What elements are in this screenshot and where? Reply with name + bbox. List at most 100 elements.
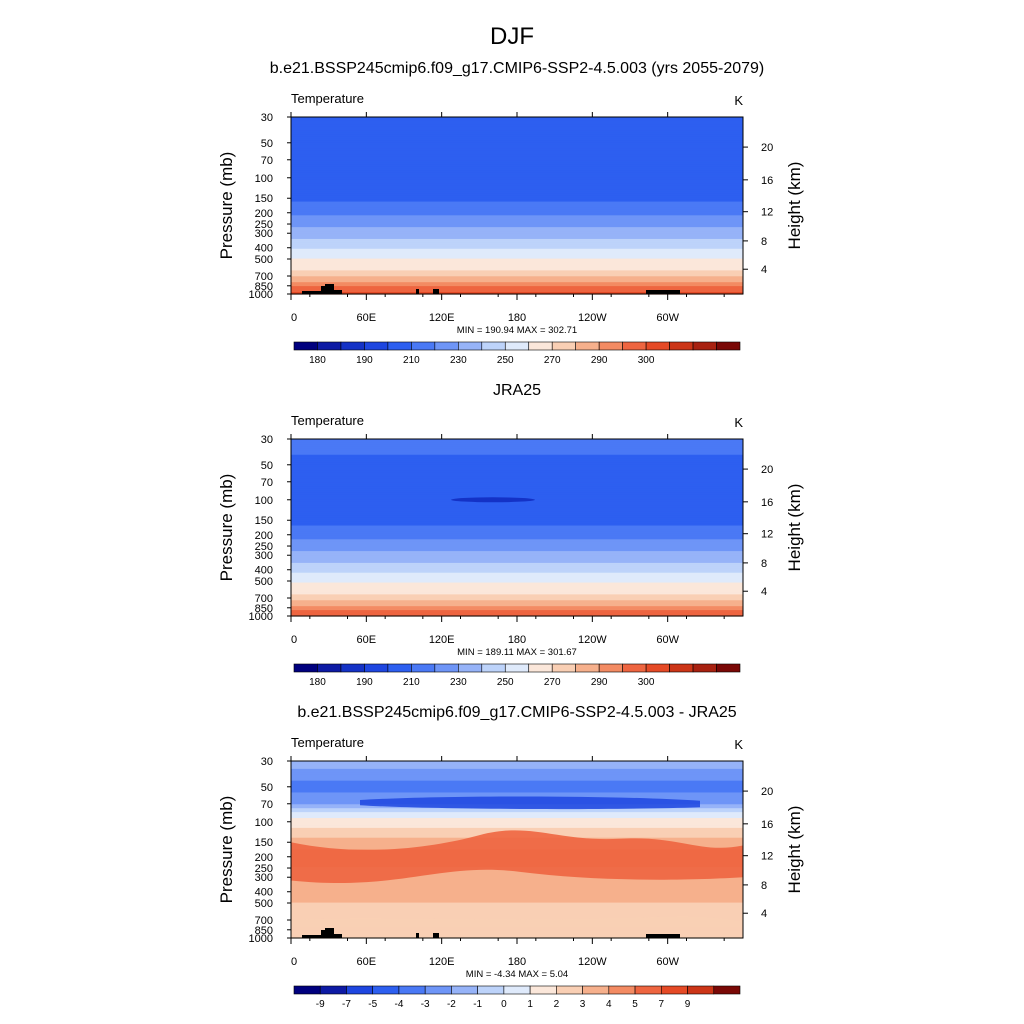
contour-band <box>291 156 743 159</box>
contour-band <box>291 217 743 220</box>
height-tick-label: 8 <box>761 558 767 570</box>
pressure-tick-label: 50 <box>261 782 273 794</box>
colorbar-label: 1 <box>527 999 533 1010</box>
contour-band <box>291 505 743 509</box>
contour-band <box>291 176 743 179</box>
pressure-tick-label: 300 <box>255 872 273 884</box>
contour-band <box>291 152 743 155</box>
contour-band <box>291 592 743 595</box>
contour-band <box>291 808 743 811</box>
colorbar-box <box>458 341 483 351</box>
contour-band <box>291 594 743 597</box>
x-tick-label: 60W <box>656 956 679 968</box>
contour-band <box>291 276 743 279</box>
y-axis-label: Pressure (mb) <box>217 152 236 260</box>
colorbar-label: 2 <box>554 999 560 1010</box>
contour-band <box>291 517 743 521</box>
contour-band <box>291 452 743 456</box>
panel-title: JRA25 <box>493 382 541 399</box>
contour-band <box>291 290 743 293</box>
contour-band <box>291 764 743 768</box>
contour-band <box>291 916 743 919</box>
contour-band <box>291 470 743 474</box>
pressure-tick-label: 100 <box>255 173 273 185</box>
terrain-mask <box>416 289 419 294</box>
pressure-tick-label: 1000 <box>249 289 273 301</box>
colorbar-box <box>669 663 694 673</box>
contour-band <box>291 448 743 452</box>
contour-band <box>291 877 743 880</box>
contour-band <box>291 549 743 552</box>
colorbar-box <box>622 663 647 673</box>
contour-band <box>291 606 743 609</box>
height-tick-label: 16 <box>761 497 773 509</box>
contour-band <box>291 776 743 780</box>
contour-band <box>291 458 743 462</box>
contour-band <box>291 215 743 218</box>
contour-band <box>291 555 743 558</box>
contour-band <box>291 928 743 931</box>
contour-band <box>291 486 743 489</box>
pressure-tick-label: 500 <box>255 898 273 910</box>
colorbar-label: 210 <box>403 677 420 688</box>
contour-band <box>291 886 743 890</box>
contour-band <box>291 533 743 536</box>
y2-axis-label: Height (km) <box>785 162 804 250</box>
contour-band <box>291 118 743 122</box>
contour-band <box>291 250 743 254</box>
contour-band <box>291 553 743 556</box>
colorbar-box <box>556 985 583 995</box>
contour-band <box>291 474 743 477</box>
panel-diff: b.e21.BSSP245cmip6.f09_g17.CMIP6-SSP2-4.… <box>217 704 804 1010</box>
contour-band <box>291 568 743 572</box>
contour-band <box>291 794 743 797</box>
contour-band <box>291 440 743 444</box>
pressure-tick-label: 500 <box>255 576 273 588</box>
colorbar-box <box>692 341 717 351</box>
x-tick-label: 120E <box>429 634 455 646</box>
colorbar-label: 4 <box>606 999 612 1010</box>
field-label: Temperature <box>291 413 364 428</box>
contour-band <box>291 248 743 252</box>
contour-band <box>291 236 743 240</box>
colorbar-label: 190 <box>356 355 373 366</box>
contour-band <box>291 884 743 888</box>
contour-band <box>291 229 743 232</box>
height-tick-label: 12 <box>761 851 773 863</box>
contour-band <box>291 786 743 790</box>
contour-band <box>291 223 743 226</box>
pressure-tick-label: 850 <box>255 603 273 615</box>
contour-band <box>291 454 743 458</box>
contour-band <box>291 494 743 497</box>
terrain-mask <box>433 289 439 294</box>
colorbar-label: 180 <box>309 355 326 366</box>
colorbar-label: -5 <box>368 999 377 1010</box>
contour-band <box>291 612 743 615</box>
colorbar-label: -2 <box>447 999 456 1010</box>
contour-band <box>291 823 743 827</box>
contour-band <box>291 132 743 136</box>
colorbar-box <box>598 663 623 673</box>
contour-band <box>291 898 743 902</box>
contour-band <box>291 537 743 540</box>
contour-band <box>291 894 743 898</box>
pressure-tick-label: 250 <box>255 541 273 553</box>
colorbar-label: 250 <box>497 355 514 366</box>
contour-band <box>291 539 743 542</box>
min-max-label: MIN = 190.94 MAX = 302.71 <box>457 325 577 336</box>
contour-band <box>291 590 743 593</box>
colorbar-box <box>582 985 610 995</box>
pressure-tick-label: 70 <box>261 799 273 811</box>
contour-band <box>291 586 743 590</box>
contour-band <box>291 193 743 197</box>
contour-band <box>291 588 743 592</box>
terrain-mask <box>646 290 680 294</box>
contour-band <box>291 472 743 475</box>
contour-band <box>291 926 743 929</box>
panels: b.e21.BSSP245cmip6.f09_g17.CMIP6-SSP2-4.… <box>217 60 804 1010</box>
panel-model: b.e21.BSSP245cmip6.f09_g17.CMIP6-SSP2-4.… <box>217 60 804 366</box>
contour-band <box>291 122 743 126</box>
contour-band <box>291 503 743 507</box>
contour-band <box>291 768 743 772</box>
contour-band <box>291 910 743 914</box>
